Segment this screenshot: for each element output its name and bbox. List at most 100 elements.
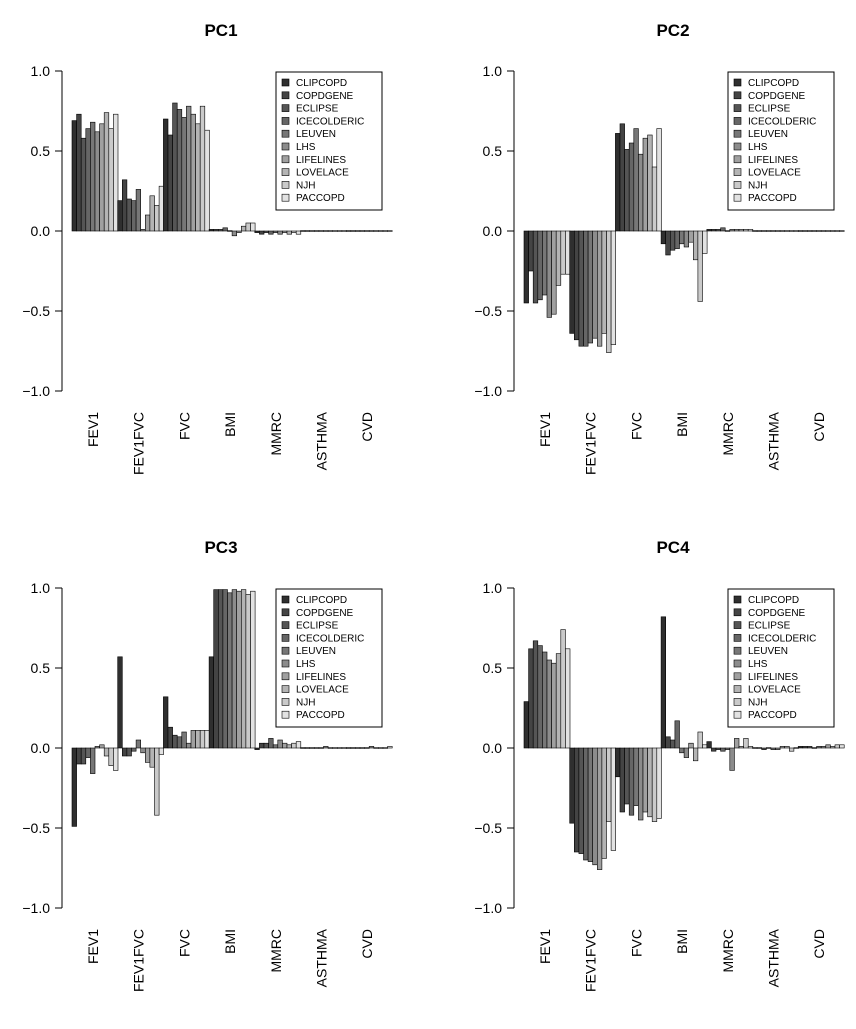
legend-swatch-paccopd: [733, 710, 742, 719]
legend-swatch-paccopd: [733, 193, 742, 202]
bar-clipcopd-fev1: [71, 120, 77, 232]
bar-lhs-mmrc: [277, 739, 283, 749]
bar-copdgene-asthma: [304, 747, 311, 749]
bar-lhs-bmi: [683, 747, 690, 758]
legend-swatch-icecolderic: [281, 634, 290, 642]
bar-lifelines-fev1: [99, 123, 105, 232]
bar-leuven-fev1fvc: [135, 739, 142, 749]
bar-leuven-cvd: [816, 230, 822, 232]
y-tick-label: 0.5: [483, 660, 503, 676]
bar-copdgene-asthma: [756, 747, 763, 749]
legend-swatch-njh: [281, 698, 290, 706]
x-tick-label: FVC: [628, 412, 644, 440]
bar-lhs-bmi: [683, 230, 690, 248]
bar-lhs-mmrc: [277, 230, 283, 235]
x-tick-label: FVC: [176, 412, 192, 440]
bar-lhs-fev1: [546, 230, 552, 318]
bar-icecolderic-asthma: [765, 747, 772, 749]
legend-label-paccopd: PACCOPD: [748, 710, 797, 721]
bar-icecolderic-mmrc: [720, 227, 726, 232]
legend-label-clipcopd: CLIPCOPD: [748, 78, 799, 89]
bar-icecolderic-asthma: [313, 747, 320, 749]
legend-label-copdgene: COPDGENE: [296, 91, 354, 102]
bar-eclipse-fvc: [624, 149, 630, 232]
bar-eclipse-cvd: [807, 230, 813, 232]
bar-njh-fev1: [108, 128, 114, 232]
bar-leuven-fev1: [542, 230, 548, 296]
legend-label-copdgene: COPDGENE: [296, 608, 354, 619]
legend-swatch-eclipse: [733, 104, 742, 112]
y-tick-label: 0.0: [483, 740, 503, 756]
bar-icecolderic-fvc: [628, 747, 635, 816]
y-tick-label: −1.0: [474, 383, 502, 399]
chart-title: PC3: [204, 538, 237, 557]
x-tick-label: CVD: [811, 412, 827, 442]
bar-eclipse-bmi: [670, 230, 676, 251]
bar-lifelines-cvd: [825, 230, 831, 232]
bar-eclipse-fev1fvc: [578, 230, 584, 347]
bar-icecolderic-bmi: [674, 720, 680, 749]
bar-lhs-bmi: [231, 230, 238, 237]
legend-swatch-lifelines: [281, 155, 290, 164]
bar-njh-asthma: [788, 230, 795, 232]
legend-label-paccopd: PACCOPD: [296, 710, 345, 721]
bar-clipcopd-asthma: [752, 230, 758, 232]
bar-clipcopd-cvd: [797, 230, 804, 232]
legend-label-lovelace: LOVELACE: [296, 168, 349, 179]
bar-paccopd-bmi: [702, 744, 708, 749]
bar-lhs-fvc: [638, 153, 644, 232]
bar-eclipse-fvc: [624, 747, 630, 805]
bar-copdgene-mmrc: [711, 229, 717, 232]
bar-paccopd-asthma: [793, 747, 799, 749]
bar-lhs-fev1: [546, 659, 552, 749]
legend-swatch-clipcopd: [281, 595, 290, 604]
legend-swatch-paccopd: [281, 193, 290, 202]
bar-lifelines-mmrc: [734, 229, 740, 232]
bar-lhs-mmrc: [729, 747, 735, 771]
bar-icecolderic-fev1: [537, 230, 543, 301]
bar-lovelace-bmi: [241, 589, 247, 749]
bar-paccopd-fvc: [204, 730, 210, 749]
bar-lhs-fev1fvc: [592, 230, 598, 339]
bar-copdgene-fvc: [167, 134, 173, 232]
bar-lovelace-mmrc: [286, 744, 292, 749]
legend-label-copdgene: COPDGENE: [748, 608, 806, 619]
bar-copdgene-fev1: [76, 747, 82, 765]
bar-lifelines-fev1fvc: [597, 747, 603, 870]
legend-label-paccopd: PACCOPD: [748, 193, 797, 204]
bar-paccopd-fev1fvc: [158, 747, 165, 755]
y-tick-label: 0.5: [31, 143, 51, 159]
bar-icecolderic-asthma: [313, 230, 320, 232]
bar-lovelace-mmrc: [738, 746, 744, 749]
legend-label-njh: NJH: [748, 180, 767, 191]
bar-njh-mmrc: [743, 229, 749, 232]
bar-eclipse-asthma: [309, 230, 315, 232]
bar-clipcopd-fev1fvc: [117, 200, 123, 232]
legend-label-lovelace: LOVELACE: [296, 685, 349, 696]
bar-clipcopd-fvc: [163, 118, 169, 232]
bar-clipcopd-cvd: [345, 230, 352, 232]
bar-njh-cvd: [834, 230, 840, 232]
legend-swatch-leuven: [281, 129, 290, 138]
bar-lhs-fev1fvc: [140, 229, 146, 232]
bar-lhs-bmi: [231, 589, 238, 749]
legend-label-lhs: LHS: [296, 142, 316, 153]
x-tick-label: FEV1FVC: [131, 412, 147, 475]
bar-icecolderic-fvc: [176, 109, 183, 232]
bar-icecolderic-fev1fvc: [131, 747, 137, 752]
bar-leuven-bmi: [679, 747, 685, 754]
x-tick-label: MMRC: [720, 929, 736, 973]
legend-swatch-lovelace: [733, 685, 742, 693]
bar-leuven-asthma: [770, 747, 776, 750]
bar-lovelace-cvd: [378, 747, 384, 749]
bar-njh-fev1fvc: [154, 747, 160, 816]
bar-copdgene-cvd: [802, 746, 808, 749]
legend-swatch-eclipse: [281, 104, 290, 112]
bar-njh-fev1: [560, 629, 566, 749]
bar-clipcopd-asthma: [300, 747, 306, 749]
bar-lovelace-fev1fvc: [601, 747, 607, 859]
bar-lovelace-cvd: [830, 230, 836, 232]
bar-paccopd-bmi: [702, 230, 708, 254]
bar-leuven-fev1fvc: [587, 230, 594, 344]
bar-icecolderic-bmi: [222, 227, 228, 232]
